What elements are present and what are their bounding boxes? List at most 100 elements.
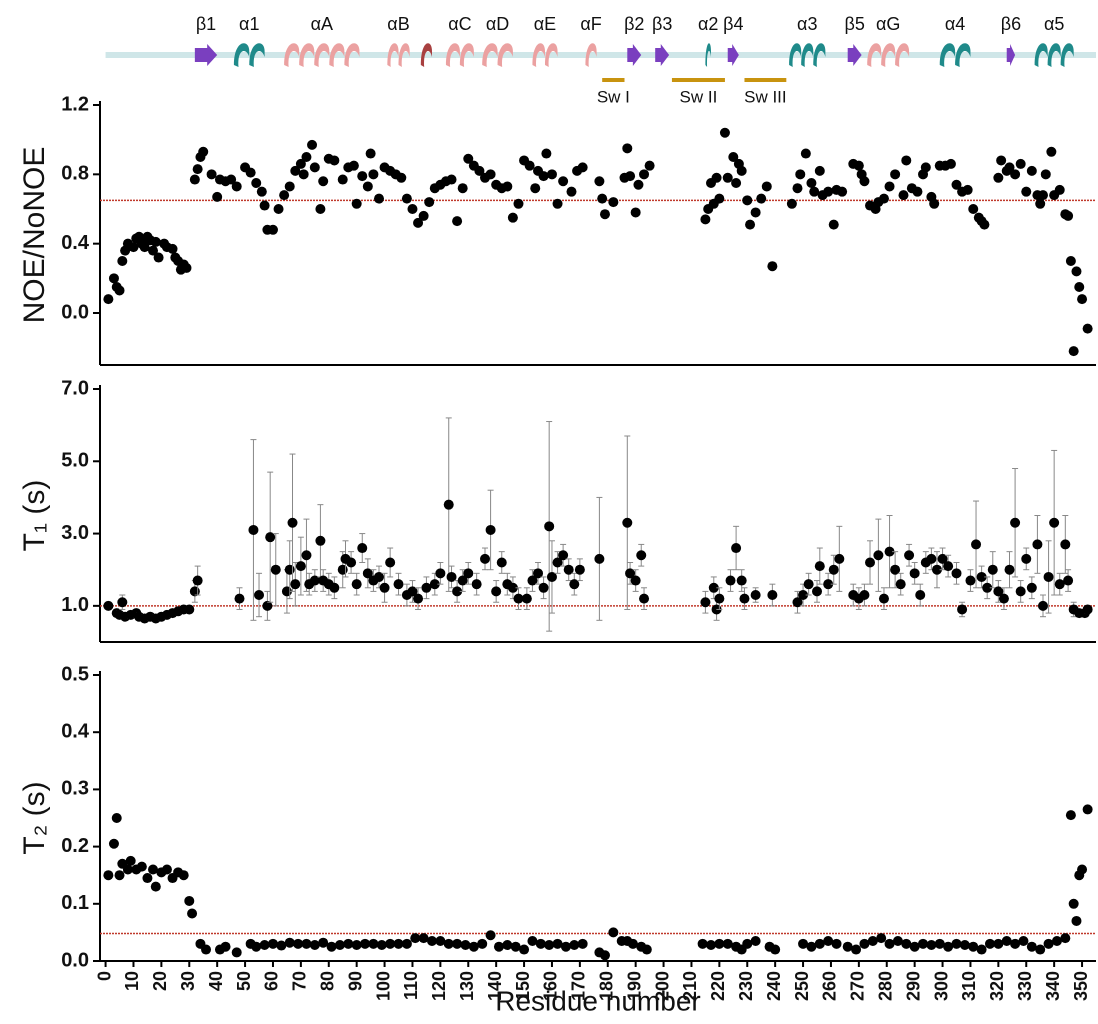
data-point <box>912 186 923 197</box>
data-point <box>460 939 471 950</box>
data-point <box>393 938 404 949</box>
data-point <box>926 553 937 564</box>
data-point <box>993 938 1004 949</box>
x-tick-label: 20 <box>150 971 170 991</box>
data-point <box>351 198 362 209</box>
data-point <box>831 938 842 949</box>
data-point <box>982 582 993 593</box>
data-point <box>558 550 569 561</box>
data-point <box>962 184 973 195</box>
data-point <box>337 174 348 185</box>
data-point <box>625 568 636 579</box>
data-point <box>1015 158 1026 169</box>
structure-element <box>233 43 265 67</box>
x-tick-label: 280 <box>876 971 896 1001</box>
data-point <box>867 935 878 946</box>
data-point <box>407 586 418 597</box>
data-point <box>139 242 150 253</box>
structure-element <box>585 43 597 67</box>
data-point <box>951 179 962 190</box>
data-point <box>736 165 747 176</box>
helix-turn <box>398 43 410 67</box>
data-point <box>1071 266 1082 277</box>
data-point <box>892 935 903 946</box>
data-point <box>884 938 895 949</box>
data-point <box>823 186 834 197</box>
y-tick-label: 0.0 <box>61 301 89 323</box>
structure-label: αA <box>311 14 333 34</box>
data-point <box>786 198 797 209</box>
y-tick-label: 0.3 <box>61 778 89 800</box>
structure-element <box>727 44 739 66</box>
data-point <box>697 938 708 949</box>
data-point <box>814 938 825 949</box>
data-point <box>298 169 309 180</box>
data-point <box>993 172 1004 183</box>
y-axis-label: T₂ (s) <box>18 781 51 854</box>
data-point <box>267 224 278 235</box>
data-point <box>103 870 114 881</box>
data-point <box>148 245 159 256</box>
data-point <box>633 179 644 190</box>
data-point <box>1035 944 1046 955</box>
helix-turn <box>544 43 558 67</box>
x-tick-label: 160 <box>541 971 561 1001</box>
data-point <box>915 590 926 601</box>
x-tick-label: 50 <box>234 971 254 991</box>
structure-label: αB <box>387 14 409 34</box>
data-point <box>290 579 301 590</box>
data-point <box>373 571 384 582</box>
structure-element <box>284 43 360 67</box>
data-point <box>1082 323 1093 334</box>
data-point <box>904 550 915 561</box>
structure-label: β5 <box>844 14 864 34</box>
data-point <box>463 568 474 579</box>
data-point <box>136 861 147 872</box>
data-point <box>538 171 549 182</box>
data-point <box>1026 165 1037 176</box>
data-point <box>1021 186 1032 197</box>
data-point <box>108 273 119 284</box>
data-point <box>719 127 730 138</box>
x-tick-label: 350 <box>1071 971 1091 1001</box>
data-point <box>979 219 990 230</box>
data-point <box>929 198 940 209</box>
y-tick-label: 5.0 <box>61 450 89 472</box>
data-point <box>198 146 209 157</box>
data-point <box>1043 938 1054 949</box>
data-point <box>513 198 524 209</box>
data-point <box>546 571 557 582</box>
data-point <box>1060 539 1071 550</box>
data-point <box>544 521 555 532</box>
data-point <box>878 593 889 604</box>
data-point <box>996 155 1007 166</box>
helix-turn <box>233 43 250 67</box>
structure-label: αE <box>534 14 556 34</box>
y-tick-label: 0.4 <box>61 232 90 254</box>
data-point <box>234 593 245 604</box>
data-point <box>346 557 357 568</box>
data-point <box>373 193 384 204</box>
data-point <box>290 165 301 176</box>
helix-turn <box>585 43 597 67</box>
helix-turn <box>1047 43 1061 67</box>
data-point <box>636 550 647 561</box>
x-tick-label: 0 <box>94 971 114 981</box>
data-point <box>552 938 563 949</box>
data-point <box>1071 915 1082 926</box>
data-point <box>1040 169 1051 180</box>
data-point <box>546 169 557 180</box>
data-point <box>1018 935 1029 946</box>
data-point <box>1015 586 1026 597</box>
data-point <box>728 152 739 162</box>
data-point <box>452 586 463 597</box>
data-point <box>457 575 468 586</box>
structure-label: β2 <box>624 14 644 34</box>
data-point <box>507 582 518 593</box>
helix-turn <box>813 43 826 67</box>
data-point <box>265 532 276 543</box>
helix-turn <box>329 43 345 67</box>
data-point <box>909 568 920 579</box>
data-point <box>279 190 290 201</box>
structure-element <box>387 43 410 67</box>
